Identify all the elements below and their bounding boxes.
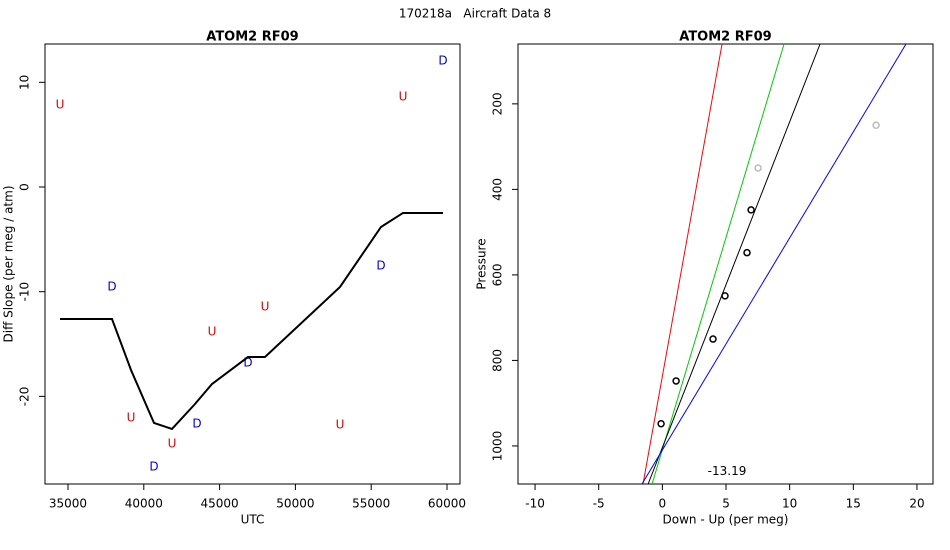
point <box>657 419 665 428</box>
point-letter: D <box>243 355 252 369</box>
point-letter: U <box>336 417 345 431</box>
line <box>642 44 723 484</box>
point <box>747 206 755 214</box>
x-tick-label: 5 <box>722 497 730 511</box>
y-axis-label: Pressure <box>475 238 489 289</box>
x-tick-label: 20 <box>909 497 924 511</box>
chart-title: ATOM2 RF09 <box>679 30 771 45</box>
x-tick-label: -10 <box>525 497 545 511</box>
point-letter: U <box>127 410 136 424</box>
y-tick-label: 200 <box>491 92 505 115</box>
plot-frame <box>44 43 461 485</box>
x-tick-label: 35000 <box>49 497 87 511</box>
y-tick-label: 600 <box>491 263 505 286</box>
y-tick-label: 1000 <box>491 431 505 462</box>
point-letter: U <box>261 299 270 313</box>
x-tick-label: 55000 <box>352 497 390 511</box>
line <box>59 211 443 431</box>
y-tick-label: 10 <box>18 75 32 90</box>
x-tick-label: 40000 <box>125 497 163 511</box>
x-tick-label: 15 <box>846 497 861 511</box>
y-tick-label: -20 <box>18 387 32 407</box>
y-tick-label: 800 <box>491 349 505 372</box>
x-tick-label: 50000 <box>276 497 314 511</box>
point-letter: D <box>192 417 201 431</box>
point-letter: D <box>438 54 447 68</box>
x-tick-label: 45000 <box>201 497 239 511</box>
point-letter: U <box>56 98 65 112</box>
point-letter: U <box>168 437 177 451</box>
point <box>872 121 880 129</box>
y-tick-label: -10 <box>18 282 32 302</box>
point <box>754 164 762 172</box>
line <box>647 44 821 484</box>
point-letter: D <box>376 259 385 273</box>
x-axis-label: Down - Up (per meg) <box>663 513 789 527</box>
point <box>709 335 717 343</box>
point-letter: U <box>208 324 217 338</box>
point-letter: U <box>399 89 408 103</box>
x-tick-label: -5 <box>593 497 605 511</box>
x-axis-label: UTC <box>241 513 265 527</box>
y-axis-label: Diff Slope (per meg / atm) <box>2 186 16 343</box>
point-letter: D <box>149 459 158 473</box>
point-letter: D <box>107 279 116 293</box>
line <box>641 44 907 484</box>
x-tick-label: 0 <box>659 497 667 511</box>
page-title: 170218a Aircraft Data 8 <box>399 7 551 21</box>
line <box>651 44 785 484</box>
y-tick-label: 400 <box>491 178 505 201</box>
x-tick-label: 10 <box>782 497 797 511</box>
chart-title: ATOM2 RF09 <box>206 30 298 45</box>
y-tick-label: 0 <box>18 183 32 191</box>
x-tick-label: 60000 <box>428 497 466 511</box>
point <box>672 377 680 385</box>
annotation: -13.19 <box>708 464 747 478</box>
point <box>743 248 751 257</box>
plot-frame <box>517 43 934 485</box>
